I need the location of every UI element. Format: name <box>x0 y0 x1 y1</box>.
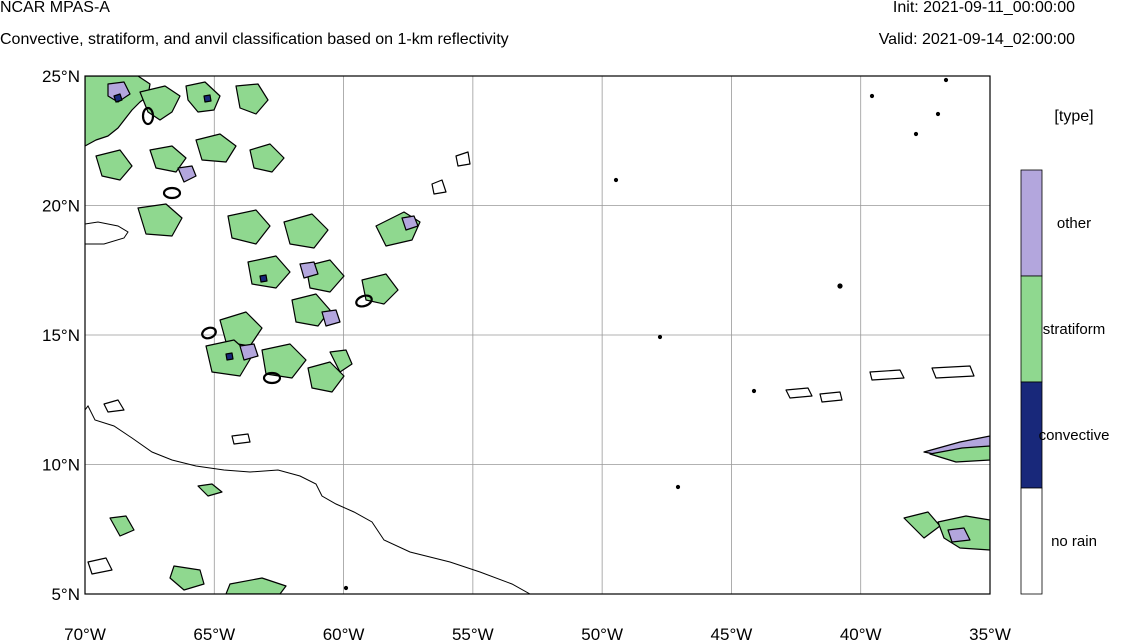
longitude-tick-label: 55°W <box>452 625 494 641</box>
legend-label-stratiform: stratiform <box>1043 321 1106 338</box>
small-cell <box>935 111 941 117</box>
convective-core <box>203 94 212 103</box>
longitude-tick-label: 50°W <box>581 625 623 641</box>
stratiform-area <box>109 515 135 537</box>
stratiform-area <box>219 311 263 347</box>
longitude-tick-label: 70°W <box>64 625 106 641</box>
longitude-tick-label: 60°W <box>323 625 365 641</box>
small-cell <box>837 283 843 289</box>
legend-label-convective: convective <box>1039 427 1110 444</box>
map-frame <box>84 75 991 595</box>
stratiform-area <box>137 203 183 237</box>
small-cell <box>675 484 681 490</box>
zero-contour <box>355 294 373 308</box>
legend-labels: other stratiform convective no rain <box>1039 215 1110 550</box>
other-area <box>177 165 197 183</box>
latitude-tick-label: 25°N <box>42 67 80 86</box>
longitude-tick-label: 35°W <box>969 625 1011 641</box>
small-cell <box>431 179 447 195</box>
latitude-tick-label: 15°N <box>42 326 80 345</box>
stratiform-area <box>149 145 187 173</box>
longitude-tick-label: 65°W <box>193 625 235 641</box>
stratiform-area <box>329 349 353 373</box>
zero-contour <box>162 186 182 200</box>
longitude-tick-label: 45°W <box>711 625 753 641</box>
legend-swatches <box>1020 169 1043 595</box>
latitude-tick-label: 5°N <box>51 585 80 604</box>
stratiform-area <box>249 143 285 173</box>
convective-core <box>259 274 268 283</box>
stratiform-area <box>261 343 307 379</box>
init-time: Init: 2021-09-11_00:00:00 <box>892 0 1075 16</box>
legend-label-no-rain: no rain <box>1051 533 1097 550</box>
small-cell <box>931 365 975 379</box>
other-area <box>239 343 259 361</box>
valid-time: Valid: 2021-09-14_02:00:00 <box>878 31 1075 48</box>
model-title: NCAR MPAS-A <box>0 0 110 16</box>
legend-swatch-no-rain <box>1020 487 1043 595</box>
legend-label-other: other <box>1057 215 1091 232</box>
zero-contour <box>141 106 155 126</box>
small-cell <box>869 369 905 381</box>
small-cell <box>751 388 757 394</box>
longitude-tick-label: 40°W <box>840 625 882 641</box>
stratiform-area <box>185 81 221 113</box>
stratiform-area <box>929 445 990 463</box>
legend: [type] other stratiform convective no rain <box>1020 108 1110 595</box>
plot-description: Convective, stratiform, and anvil classi… <box>0 31 509 48</box>
small-cell <box>943 77 949 83</box>
small-cell <box>103 399 125 413</box>
legend-title: [type] <box>1054 108 1093 125</box>
stratiform-area <box>247 255 291 289</box>
other-area <box>107 81 131 103</box>
stratiform-area <box>225 577 287 594</box>
coastlines <box>85 221 531 594</box>
small-cell <box>913 131 919 137</box>
small-cell <box>231 433 251 445</box>
stratiform-area <box>235 83 269 115</box>
stratiform-area <box>361 273 399 305</box>
tick-labels: 70°W 65°W 60°W 55°W 50°W 45°W 40°W 35°W 25°N 20°N… <box>42 67 1011 641</box>
small-cell <box>785 387 813 399</box>
stratiform-area <box>227 209 271 245</box>
small-cell <box>87 557 113 575</box>
latitude-tick-label: 20°N <box>42 197 80 216</box>
stratiform-area <box>283 213 329 249</box>
stratiform-area <box>139 85 181 121</box>
stratiform-area <box>903 511 941 539</box>
stratiform-area <box>197 483 223 497</box>
other-area <box>299 261 319 279</box>
stratiform-area <box>169 565 205 591</box>
zero-contour <box>201 326 217 340</box>
map-plot-area: 70°W 65°W 60°W 55°W 50°W 45°W 40°W 35°W 25°N 20°N… <box>42 67 1011 641</box>
zero-contour <box>262 371 282 385</box>
other-area <box>947 527 971 543</box>
coastline-south-america <box>85 405 531 594</box>
other-area <box>401 215 419 231</box>
coastline-puerto-rico <box>85 221 129 245</box>
latitude-tick-label: 10°N <box>42 456 80 475</box>
stratiform-area <box>85 76 151 147</box>
small-cell <box>657 334 663 340</box>
small-cell <box>819 391 843 403</box>
small-cell <box>343 585 349 591</box>
convective-core <box>113 93 123 103</box>
small-cell <box>613 177 619 183</box>
legend-swatch-other <box>1020 169 1043 277</box>
small-cell <box>455 151 471 167</box>
small-cell <box>869 93 875 99</box>
other-area <box>321 309 341 327</box>
stratiform-area <box>95 149 133 181</box>
convective-core <box>225 352 234 361</box>
stratiform-area <box>195 133 237 163</box>
legend-swatch-stratiform <box>1020 275 1043 383</box>
stratiform-area <box>307 361 345 393</box>
precipitation-cells <box>85 76 990 594</box>
